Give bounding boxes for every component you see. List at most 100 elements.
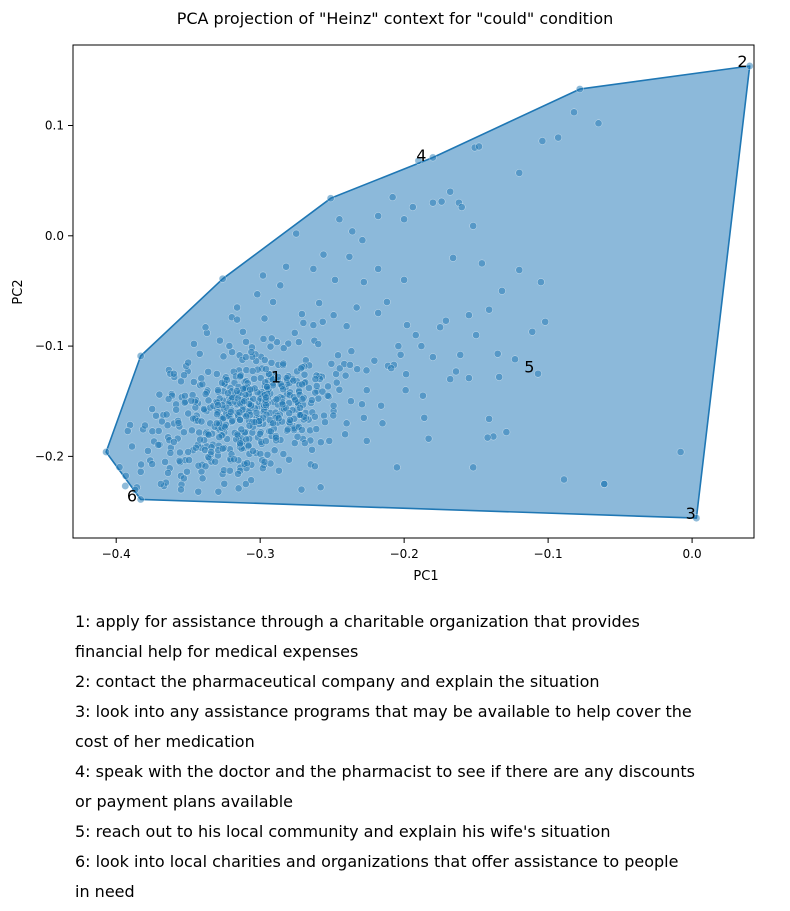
scatter-point — [155, 390, 164, 399]
scatter-point — [259, 335, 268, 343]
scatter-point — [215, 433, 224, 442]
x-axis-label: PC1 — [413, 569, 438, 584]
scatter-point — [560, 475, 568, 484]
scatter-point — [274, 414, 283, 423]
scatter-point — [329, 311, 338, 320]
scatter-point — [225, 342, 234, 350]
scatter-point — [334, 351, 342, 360]
scatter-point — [326, 194, 335, 203]
scatter-point — [362, 437, 371, 445]
scatter-point — [247, 348, 256, 356]
scatter-point — [359, 413, 368, 422]
scatter-point — [247, 476, 255, 485]
scatter-point — [306, 426, 314, 435]
scatter-point — [676, 448, 685, 456]
scatter-point — [121, 471, 130, 480]
legend-line: 5: reach out to his local community and … — [75, 822, 611, 841]
scatter-point — [429, 353, 437, 361]
scatter-point — [164, 395, 173, 403]
scatter-point — [511, 355, 519, 364]
scatter-point — [263, 382, 271, 391]
scatter-point — [515, 266, 524, 274]
scatter-point — [273, 338, 281, 346]
legend-line: 6: look into local charities and organiz… — [75, 852, 679, 871]
scatter-point — [158, 417, 166, 426]
scatter-point — [387, 364, 396, 373]
scatter-point — [342, 419, 351, 428]
legend-line: in need — [75, 882, 135, 901]
scatter-point — [314, 394, 323, 403]
scatter-point — [323, 391, 332, 400]
scatter-point — [235, 408, 244, 417]
x-tick-label: 0.0 — [683, 547, 702, 561]
scatter-point — [429, 153, 437, 162]
scatter-point — [472, 331, 480, 339]
scatter-point — [292, 229, 301, 238]
scatter-point — [362, 386, 371, 395]
scatter-point — [201, 462, 210, 471]
scatter-point — [136, 467, 145, 476]
scatter-point — [341, 371, 350, 380]
scatter-point — [267, 358, 276, 367]
scatter-point — [131, 485, 140, 494]
scatter-point — [358, 236, 367, 245]
scatter-point — [298, 380, 306, 389]
point-label-5: 5 — [524, 358, 534, 377]
scatter-point — [290, 329, 299, 337]
scatter-point — [166, 449, 175, 457]
scatter-point — [201, 390, 210, 398]
scatter-point — [263, 450, 272, 459]
scatter-point — [128, 442, 136, 451]
point-label-1: 1 — [271, 368, 281, 387]
scatter-point — [420, 413, 429, 422]
scatter-point — [169, 438, 178, 446]
scatter-point — [358, 400, 366, 409]
scatter-point — [197, 374, 206, 383]
scatter-point — [212, 370, 221, 378]
legend-line: 1: apply for assistance through a charit… — [75, 612, 640, 631]
scatter-point — [279, 450, 288, 458]
scatter-point — [345, 252, 354, 261]
scatter-point — [226, 408, 235, 416]
scatter-point — [279, 344, 288, 353]
x-tick-label: −0.1 — [534, 547, 563, 561]
scatter-point — [374, 212, 383, 220]
scatter-point — [259, 271, 267, 280]
legend-line: or payment plans available — [75, 792, 293, 811]
scatter-point — [515, 169, 524, 177]
scatter-point — [534, 369, 542, 378]
scatter-point — [241, 480, 250, 488]
scatter-point — [469, 463, 478, 472]
scatter-point — [216, 336, 224, 345]
scatter-point — [324, 382, 332, 391]
scatter-point — [383, 298, 391, 306]
scatter-point — [194, 487, 203, 496]
scatter-point — [214, 401, 222, 409]
scatter-point — [295, 411, 304, 419]
scatter-point — [316, 483, 325, 492]
scatter-point — [452, 367, 460, 376]
scatter-point — [745, 62, 754, 70]
scatter-point — [141, 421, 149, 430]
y-tick-label: −0.2 — [35, 449, 64, 463]
y-tick-label: −0.1 — [35, 339, 64, 353]
scatter-point — [362, 366, 371, 375]
scatter-point — [283, 425, 292, 434]
y-tick-label: 0.0 — [45, 229, 64, 243]
scatter-point — [233, 430, 242, 439]
scatter-point — [465, 374, 473, 382]
scatter-point — [275, 466, 283, 475]
scatter-point — [246, 385, 255, 394]
chart-title: PCA projection of "Heinz" context for "c… — [177, 9, 614, 28]
x-axis: −0.4 −0.3 −0.2 −0.1 0.0 — [102, 538, 702, 561]
scatter-point — [347, 347, 356, 356]
scatter-point — [312, 425, 321, 433]
scatter-point — [190, 340, 198, 348]
scatter-point — [502, 428, 511, 436]
scatter-point — [309, 265, 318, 273]
scatter-point — [414, 156, 423, 165]
scatter-point — [262, 393, 270, 402]
scatter-point — [236, 416, 244, 424]
scatter-point — [311, 375, 320, 383]
scatter-point — [233, 303, 241, 312]
